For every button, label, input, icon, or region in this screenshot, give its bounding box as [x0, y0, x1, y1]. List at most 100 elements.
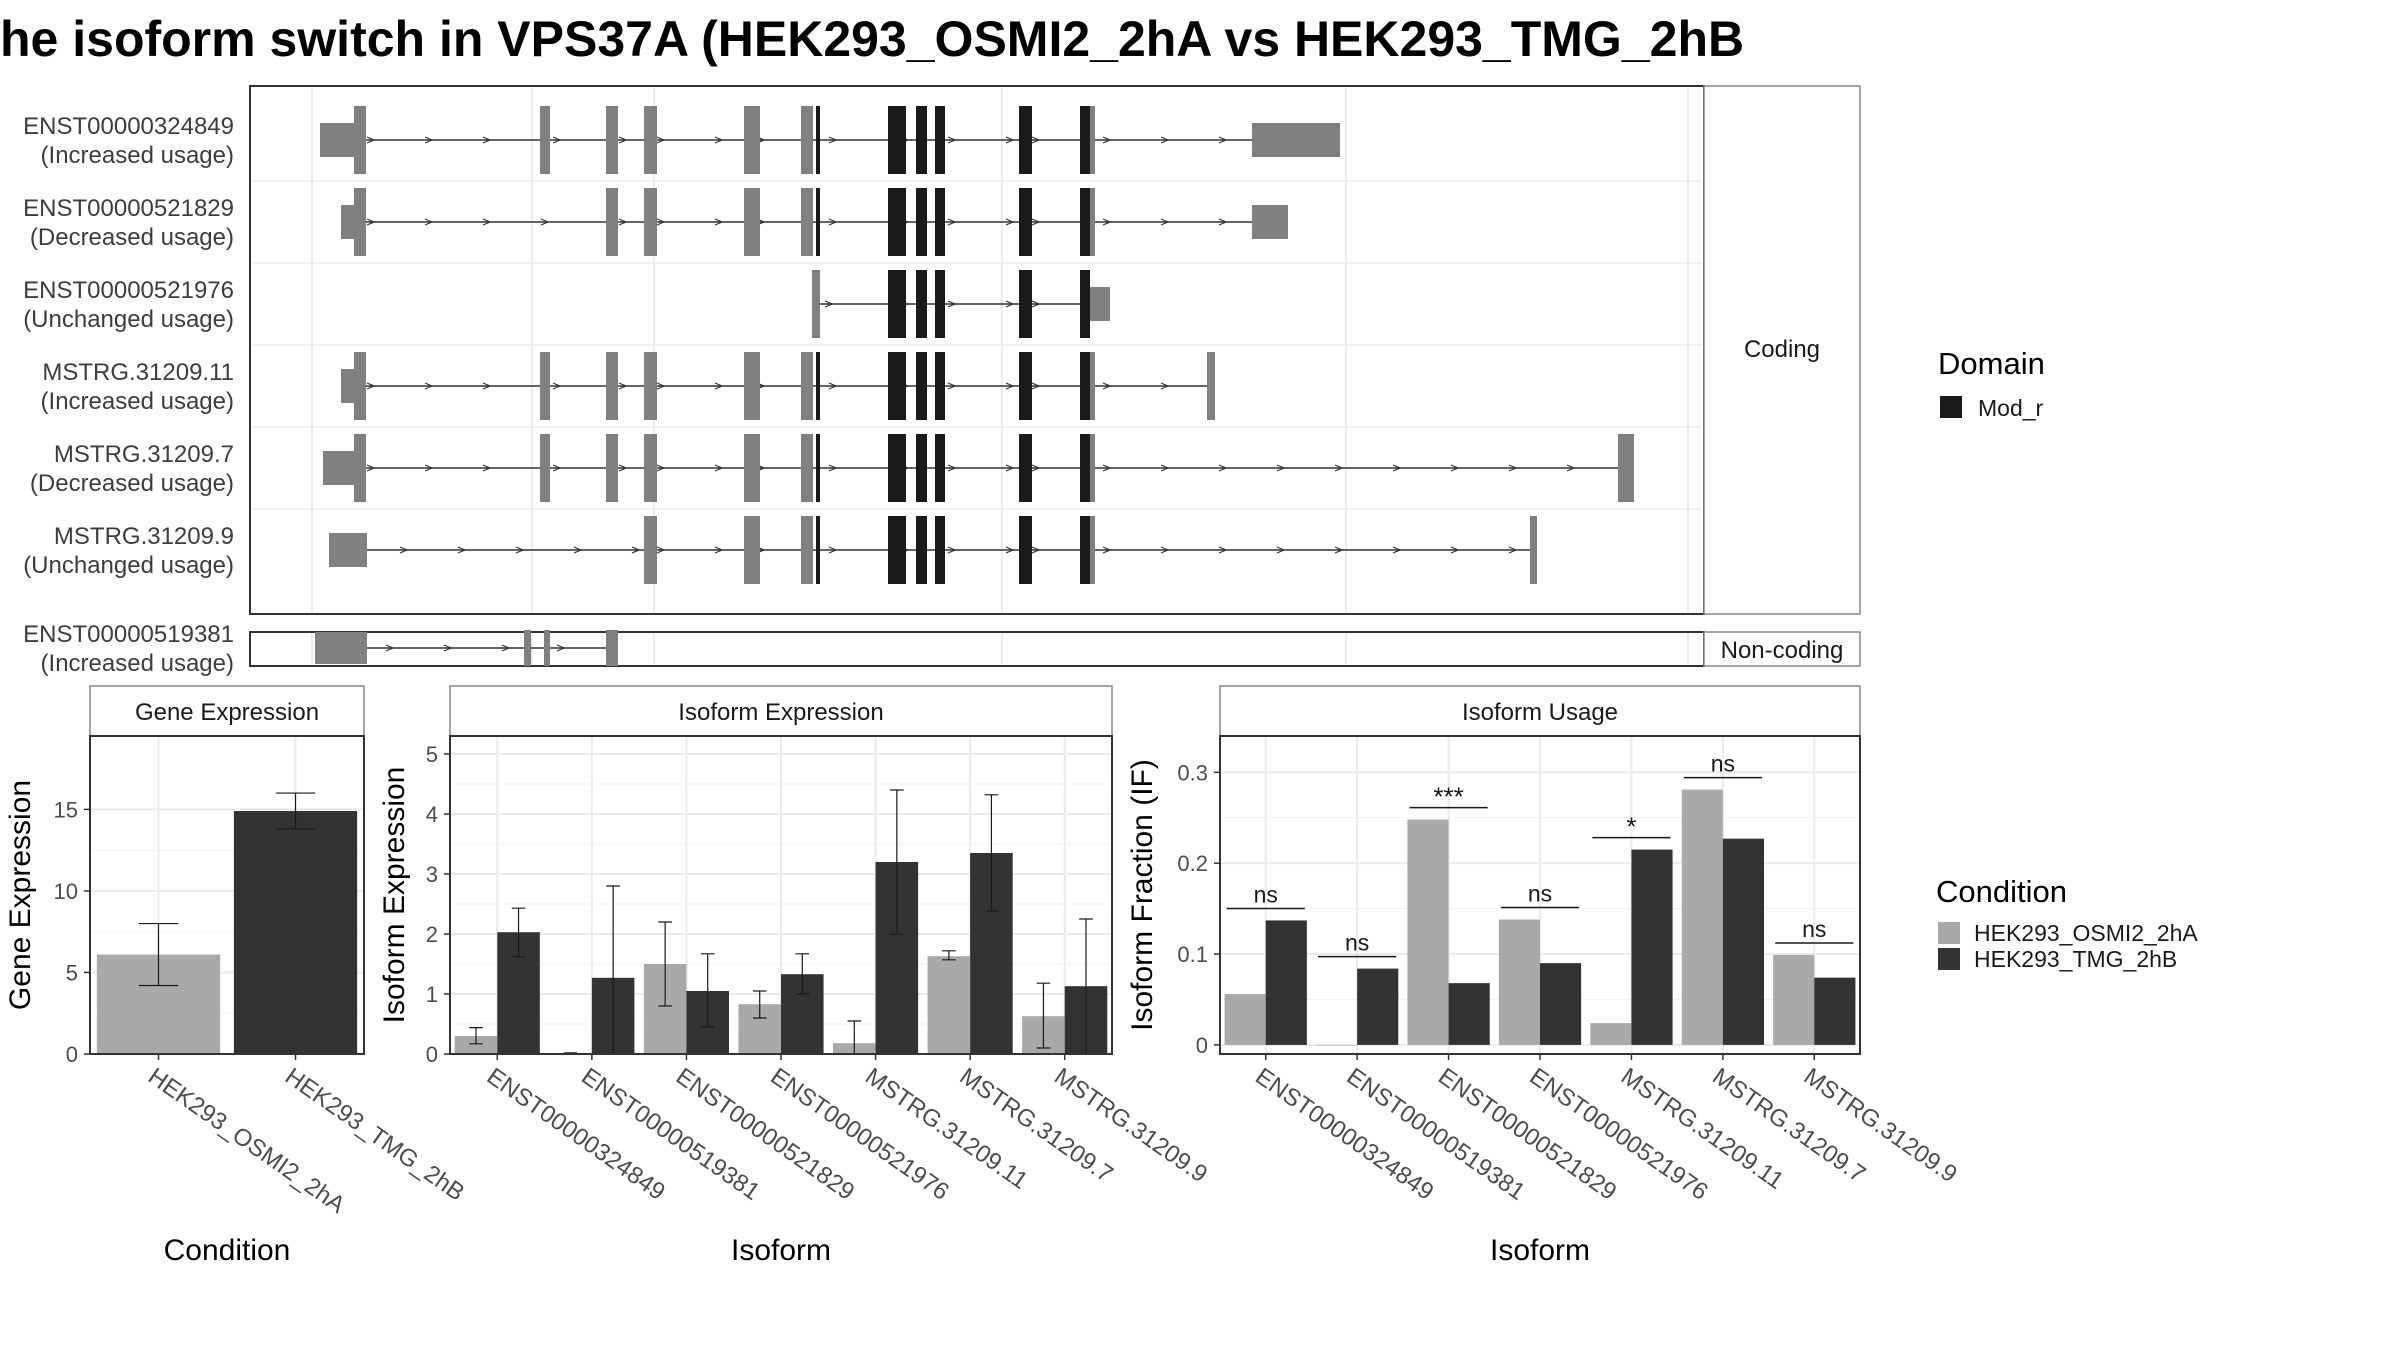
domain-block — [1080, 106, 1090, 174]
intron-arrow — [1450, 464, 1460, 472]
intron-arrow — [552, 382, 562, 390]
intron-arrow — [1031, 300, 1041, 308]
isoform-usage-label: (Decreased usage) — [30, 224, 234, 251]
domain-block — [935, 188, 945, 256]
domain-block — [888, 188, 906, 256]
intron-arrow — [656, 546, 666, 554]
exon-block — [1090, 106, 1095, 174]
intron-arrow — [1031, 546, 1041, 554]
figure-title: he isoform switch in VPS37A (HEK293_OSMI… — [0, 11, 1744, 67]
exon-block — [1090, 516, 1095, 584]
intron-arrow — [947, 300, 957, 308]
panel-title: Gene Expression — [135, 699, 319, 726]
error-bar — [511, 907, 526, 958]
y-tick-label: 4 — [426, 802, 438, 827]
intron-arrow — [424, 218, 434, 226]
panel-title: Isoform Usage — [1462, 699, 1618, 726]
exon-block — [1090, 287, 1110, 321]
condition-legend-title: Condition — [1936, 874, 2067, 909]
exon-block — [354, 106, 366, 174]
exon-block — [1090, 434, 1095, 502]
error-bar — [469, 1027, 483, 1045]
intron-arrow — [1218, 546, 1228, 554]
isoform-usage-label: (Decreased usage) — [30, 470, 234, 497]
intron-arrow — [457, 546, 467, 554]
bar — [1590, 1023, 1632, 1045]
exon-block — [1090, 352, 1095, 420]
exon-block — [744, 516, 760, 584]
domain-block — [935, 106, 945, 174]
exon-block — [744, 106, 760, 174]
isoform-usage-label: (Increased usage) — [41, 650, 234, 677]
exon-block — [644, 106, 657, 174]
domain-block — [916, 352, 927, 420]
intron-arrow — [828, 546, 838, 554]
intron-arrow — [631, 546, 641, 554]
domain-block — [816, 516, 820, 584]
intron-arrow — [1102, 382, 1112, 390]
y-axis-label: Isoform Fraction (IF) — [1126, 759, 1159, 1031]
panel-title: Isoform Expression — [678, 699, 883, 726]
exon-block — [1530, 516, 1537, 584]
exon-block — [801, 188, 813, 256]
exon-block — [1252, 205, 1288, 239]
y-tick-label: 15 — [54, 797, 78, 822]
exon-block — [606, 630, 618, 666]
domain-block — [1019, 516, 1032, 584]
exon-block — [744, 352, 760, 420]
intron-arrow — [1005, 300, 1015, 308]
intron-arrow — [424, 136, 434, 144]
intron-arrow — [947, 382, 957, 390]
exon-block — [1090, 188, 1095, 256]
domain-block — [935, 270, 945, 338]
intron-arrow — [1005, 546, 1015, 554]
y-tick-label: 0 — [1196, 1033, 1208, 1058]
intron-arrow — [824, 300, 834, 308]
exon-block — [801, 434, 813, 502]
intron-arrow — [1392, 464, 1402, 472]
intron-arrow — [828, 464, 838, 472]
domain-block — [916, 270, 927, 338]
intron-arrow — [1160, 382, 1170, 390]
domain-block — [1080, 270, 1090, 338]
exon-block — [544, 630, 550, 666]
exon-block — [315, 632, 367, 664]
bar — [1540, 963, 1582, 1045]
intron-arrow — [1005, 464, 1015, 472]
x-axis-label: Isoform — [731, 1234, 831, 1267]
domain-block — [888, 270, 906, 338]
error-bar — [795, 953, 810, 995]
domain-block — [816, 434, 820, 502]
intron-arrow — [1005, 218, 1015, 226]
domain-block — [816, 352, 820, 420]
x-tick-label: MSTRG.31209.11 — [860, 1063, 1032, 1195]
exon-block — [606, 188, 618, 256]
error-bar — [752, 990, 767, 1019]
exon-block — [606, 106, 618, 174]
intron-arrow — [1276, 546, 1286, 554]
noncoding-strip — [1703, 631, 1861, 667]
x-axis-label: Condition — [164, 1234, 291, 1267]
noncoding-strip-label: Non-coding — [1721, 637, 1844, 664]
exon-block — [801, 106, 813, 174]
intron-arrow — [656, 464, 666, 472]
exon-block — [606, 352, 618, 420]
intron-arrow — [1218, 136, 1228, 144]
intron-arrow — [828, 218, 838, 226]
panel-strip — [1219, 685, 1861, 737]
y-tick-label: 0.1 — [1177, 942, 1208, 967]
isoform-id-label: MSTRG.31209.9 — [54, 523, 234, 550]
exon-block — [540, 434, 550, 502]
domain-block — [816, 188, 820, 256]
isoform-id-label: ENST00000521976 — [23, 277, 234, 304]
bar — [1316, 1044, 1358, 1046]
intron-arrow — [482, 136, 492, 144]
exon-block — [644, 434, 657, 502]
intron-arrow — [1334, 546, 1344, 554]
intron-arrow — [1508, 546, 1518, 554]
intron-arrow — [656, 382, 666, 390]
intron-arrow — [424, 464, 434, 472]
intron-arrow — [1005, 136, 1015, 144]
intron-arrow — [656, 136, 666, 144]
intron-arrow — [424, 382, 434, 390]
